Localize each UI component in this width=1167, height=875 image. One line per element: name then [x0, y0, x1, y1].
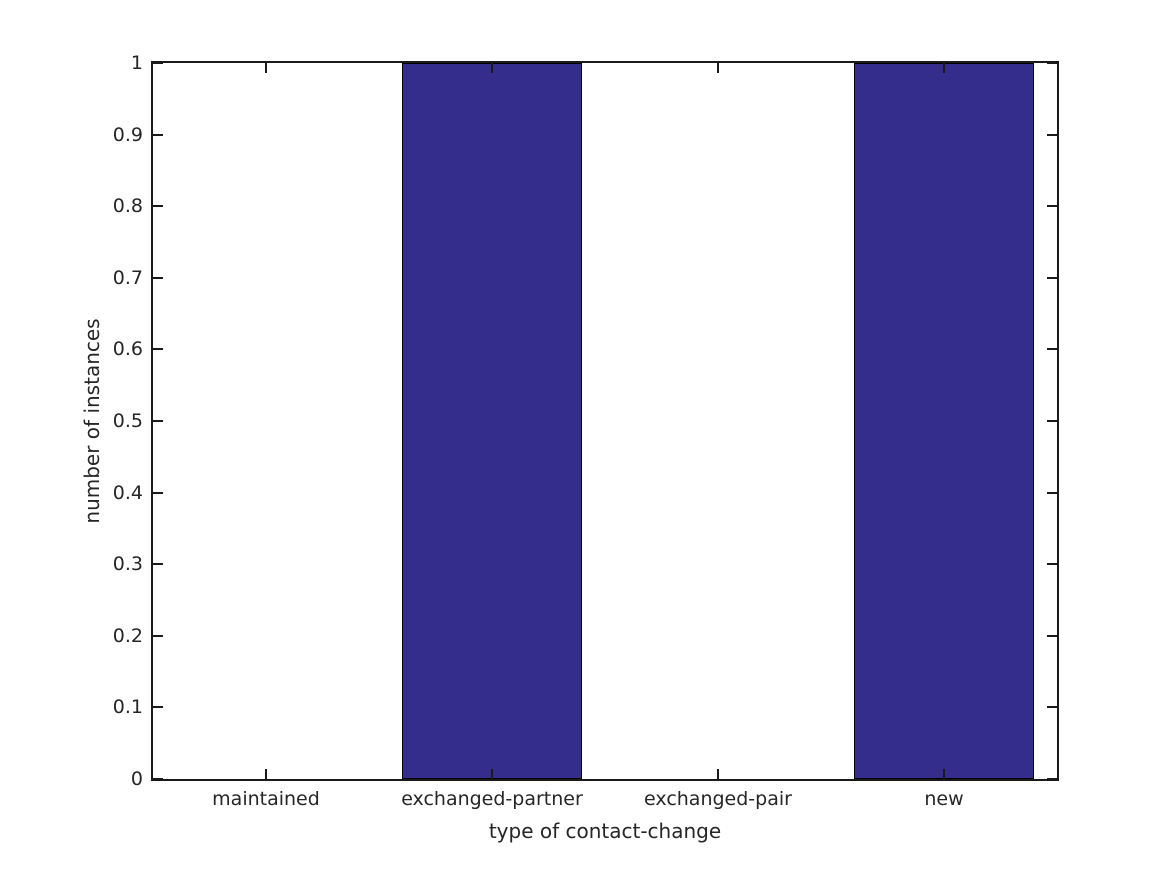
y-tick-right — [1047, 563, 1057, 566]
x-axis-label: type of contact-change — [488, 819, 722, 843]
y-tick-right — [1047, 706, 1057, 709]
y-tick-right — [1047, 778, 1057, 780]
y-tick-left — [153, 62, 163, 64]
plot-area — [151, 61, 1059, 781]
y-tick-right — [1047, 634, 1057, 637]
y-tick-label: 0.9 — [112, 123, 143, 146]
y-tick-right — [1047, 133, 1057, 136]
x-tick-bottom — [265, 769, 267, 779]
y-tick-label: 0.6 — [112, 338, 143, 361]
y-tick-label: 0.5 — [112, 410, 143, 432]
y-tick-label: 0.7 — [112, 266, 143, 289]
x-tick-label: exchanged-partner — [401, 788, 583, 810]
x-tick-top — [265, 63, 267, 73]
x-tick-top — [943, 63, 945, 73]
y-tick-label: 0 — [130, 768, 143, 790]
y-tick-label: 0.2 — [112, 624, 143, 647]
x-tick-label: new — [924, 788, 964, 810]
y-tick-right — [1047, 205, 1057, 208]
y-tick-right — [1047, 276, 1057, 279]
x-tick-label: exchanged-pair — [644, 788, 792, 810]
y-tick-right — [1047, 62, 1057, 64]
x-tick-top — [491, 63, 493, 73]
y-tick-right — [1047, 348, 1057, 351]
y-tick-label: 0.3 — [112, 553, 143, 576]
y-tick-label: 0.1 — [112, 696, 143, 719]
y-tick-right — [1047, 420, 1057, 422]
y-tick-left — [153, 563, 163, 566]
y-tick-left — [153, 348, 163, 351]
y-tick-left — [153, 205, 163, 208]
x-tick-label: maintained — [212, 788, 320, 810]
x-tick-top — [717, 63, 719, 73]
bar-exchanged-partner — [401, 63, 583, 779]
bar-new — [853, 63, 1035, 779]
y-tick-left — [153, 706, 163, 709]
y-tick-label: 1 — [130, 52, 143, 74]
y-axis-label: number of instances — [80, 318, 104, 524]
y-tick-label: 0.4 — [112, 481, 143, 504]
x-tick-bottom — [943, 769, 945, 779]
y-tick-right — [1047, 491, 1057, 494]
y-tick-label: 0.8 — [112, 195, 143, 218]
y-tick-left — [153, 276, 163, 279]
x-tick-bottom — [717, 769, 719, 779]
x-tick-bottom — [491, 769, 493, 779]
y-tick-left — [153, 634, 163, 637]
y-tick-left — [153, 420, 163, 422]
y-tick-left — [153, 778, 163, 780]
y-tick-left — [153, 133, 163, 136]
y-tick-left — [153, 491, 163, 494]
